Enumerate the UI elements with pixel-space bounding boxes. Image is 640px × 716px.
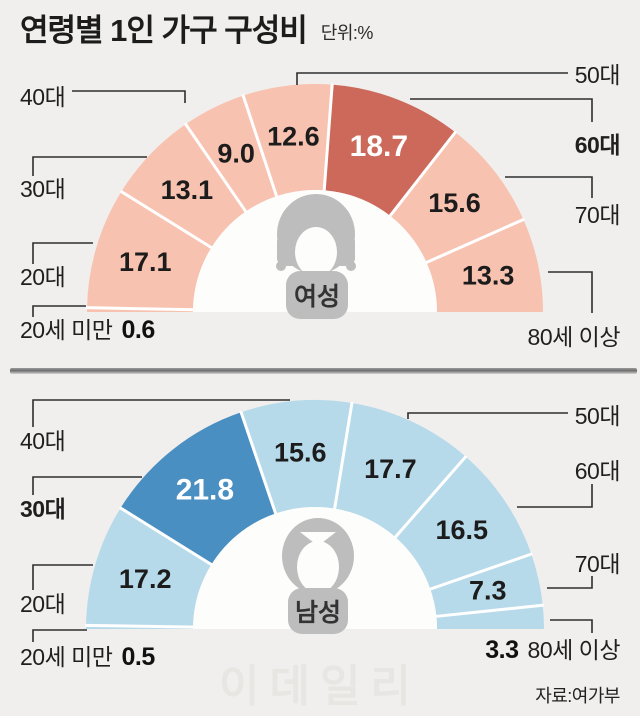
- header: 연령별 1인 가구 구성비 단위:%: [20, 13, 374, 48]
- callout-line-여성-40대: [72, 90, 186, 103]
- segment-value: 15.6: [274, 438, 327, 468]
- age-label-남성-20대: 20대: [20, 591, 66, 617]
- segment-여성-20대: [87, 191, 212, 310]
- callout-line-여성-20세 미만: [32, 305, 86, 317]
- age-name: 20세 미만: [20, 644, 113, 670]
- age-name: 50대: [574, 403, 621, 429]
- age-label-남성-30대: 30대: [20, 496, 66, 522]
- page-title: 연령별 1인 가구 구성비: [20, 13, 308, 48]
- segment-남성-80세 이상: [436, 605, 544, 629]
- segment-여성-30대: [121, 124, 246, 248]
- female-icon: 여성: [276, 194, 356, 319]
- callout-line-남성-40대: [32, 399, 290, 427]
- age-name: 30대: [20, 176, 66, 202]
- segment-남성-20대: [86, 508, 212, 628]
- age-label-여성-50대: 50대: [574, 62, 621, 88]
- callout-line-여성-30대: [32, 156, 147, 176]
- callout-line-여성-80세 이상: [548, 271, 593, 313]
- source-credit: 자료:여가부: [535, 686, 620, 706]
- callout-line-여성-60대: [410, 98, 593, 122]
- segment-value: 9.0: [217, 139, 255, 169]
- callout-line-남성-80세 이상: [550, 619, 593, 633]
- segment-value: 16.5: [436, 515, 489, 545]
- callout-line-남성-30대: [32, 476, 142, 495]
- age-name: 80세 이상: [527, 637, 621, 663]
- callout-line-남성-70대: [547, 576, 593, 589]
- male-icon: 남성: [282, 518, 354, 634]
- age-label-여성-70대: 70대: [574, 202, 621, 228]
- age-name: 30대: [20, 496, 66, 522]
- watermark-logo: 이데일리: [219, 662, 421, 711]
- segment-value: 15.6: [428, 188, 481, 218]
- segment-value: 21.8: [176, 473, 234, 506]
- callout-line-남성-50대: [407, 412, 568, 419]
- charts-layer: 17.1 13.19.0 12.6 18.7 15.6 13.3 17.2 21.8 15.6 1…: [32, 72, 593, 642]
- age-name: 80세 이상: [527, 324, 621, 350]
- segment-value: 18.7: [350, 130, 408, 163]
- age-label-남성-60대: 60대: [574, 458, 621, 484]
- callout-line-여성-50대: [296, 72, 568, 85]
- outside-value: 0.5: [121, 643, 155, 671]
- age-name: 70대: [574, 551, 621, 577]
- segment-남성-60대: [395, 456, 532, 590]
- age-label-여성-40대: 40대: [20, 84, 66, 110]
- age-label-여성-20세 미만: 20세 미만 0.6: [20, 318, 155, 343]
- age-label-남성-50대: 50대: [574, 403, 621, 429]
- age-label-남성-40대: 40대: [20, 428, 66, 454]
- callout-line-남성-20세 미만: [32, 629, 87, 642]
- age-name: 40대: [20, 84, 66, 110]
- segment-여성-80세 이상: [426, 219, 543, 312]
- age-name: 20세 미만: [20, 317, 113, 343]
- segment-value: 13.3: [462, 260, 515, 290]
- age-label-여성-20대: 20대: [20, 264, 66, 290]
- segment-value: 12.6: [267, 121, 320, 151]
- age-name: 70대: [574, 202, 621, 228]
- age-label-여성-30대: 30대: [20, 176, 66, 202]
- segment-여성-50대: [243, 84, 333, 197]
- segment-여성-70대: [390, 132, 524, 263]
- segment-남성-30대: [120, 412, 276, 565]
- segment-남성-70대: [430, 554, 543, 617]
- segment-남성-40대: [241, 400, 352, 514]
- segment-value: 17.1: [119, 247, 172, 277]
- segment-여성-40대: [185, 95, 277, 212]
- age-label-여성-80세 이상: 80세 이상: [527, 324, 621, 350]
- callout-line-남성-20대: [32, 564, 93, 590]
- outside-value: 0.6: [121, 316, 155, 344]
- segment-남성-50대: [334, 402, 466, 538]
- male-label: 남성: [295, 599, 341, 627]
- segment-여성-60대: [324, 84, 456, 216]
- age-name: 60대: [574, 132, 621, 158]
- age-name: 50대: [574, 62, 621, 88]
- segment-value: 7.3: [469, 576, 507, 606]
- callout-line-여성-20대: [32, 242, 93, 264]
- outside-value: 3.3: [485, 636, 519, 664]
- age-label-여성-60대: 60대: [574, 132, 621, 158]
- callout-line-남성-60대: [517, 484, 593, 508]
- age-name: 60대: [574, 458, 621, 484]
- unit-label: 단위:%: [320, 23, 374, 44]
- age-label-남성-80세 이상: 3.3 80세 이상: [485, 638, 620, 663]
- callout-line-여성-70대: [505, 176, 593, 198]
- segment-value: 13.1: [161, 175, 214, 205]
- segment-value: 17.7: [364, 454, 417, 484]
- age-label-남성-20세 미만: 20세 미만 0.5: [20, 645, 155, 670]
- segment-value: 17.2: [119, 564, 172, 594]
- age-name: 20대: [20, 591, 66, 617]
- age-name: 40대: [20, 428, 66, 454]
- age-label-남성-70대: 70대: [574, 551, 621, 577]
- female-label: 여성: [294, 283, 340, 311]
- section-divider: [10, 368, 637, 374]
- age-name: 20대: [20, 264, 66, 290]
